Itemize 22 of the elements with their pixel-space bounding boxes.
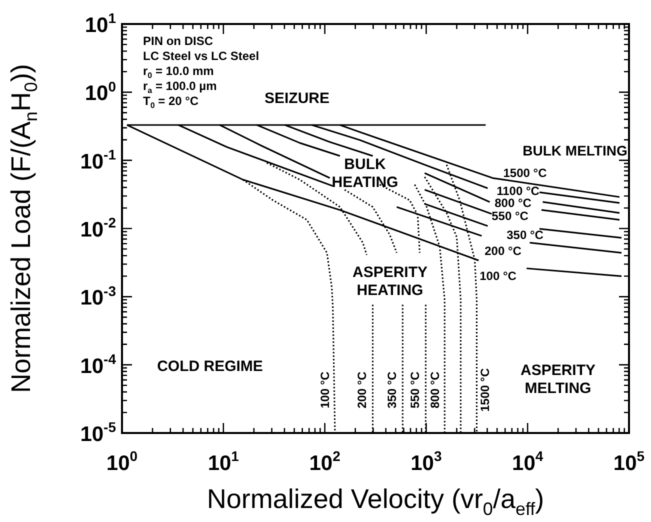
annotation: BULK HEATING [332,156,398,191]
annotation: 550 °C [492,208,529,223]
annotation: 200 °C [355,371,369,408]
annotation: BULK MELTING [522,142,628,159]
annotation: 100 °C [480,268,517,283]
annotation: PIN on DISC [143,34,214,48]
annotation: 100 °C [318,371,332,408]
annotation: ASPERITY MELTING [520,362,596,397]
annotation: 550 °C [408,371,422,408]
annotation: 350 °C [385,371,399,408]
annotation: 350 °C [506,228,544,242]
annotation: ASPERITY HEATING [352,264,428,299]
annotation: 1500 °C [478,368,492,412]
annotation: 1100 °C [496,184,540,198]
annotation: 200 °C [484,244,522,258]
annotation: 800 °C [494,196,532,210]
y-axis-title: Normalized Load (F/(AnH0)) [6,64,41,394]
annotation: LC Steel vs LC Steel [143,49,260,63]
annotation: COLD REGIME [157,358,263,375]
annotation: 800 °C [428,371,442,408]
annotation: SEIZURE [264,90,330,107]
annotation: 1500 °C [503,166,548,180]
